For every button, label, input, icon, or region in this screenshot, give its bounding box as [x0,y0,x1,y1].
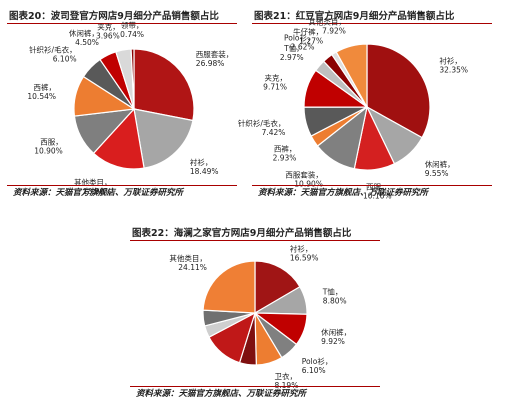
pie-slice [133,48,195,122]
slice-label: 领带， [121,20,144,30]
pie-chart: 西服套装，26.98% 衬衫，18.49% 其他类目，13.90% 西服，10.90%… [27,20,234,196]
chart-panel-21: 图表21：红豆官方网店9月细分产品销售额占比 衬衫， 32.35% 休闲裤， 9.55… [238,9,492,201]
slice-value-label: 18.49% [190,167,219,176]
slice-value-label: 16.59% [290,253,319,262]
slice-value-label: 2.97% [280,53,304,62]
slice-label: 衬衫， [439,55,462,65]
slice-value-label: 2.62% [291,42,315,51]
pie-slice [254,260,301,315]
source-note: 资料来源：天猫官方旗舰店、万联证券研究所 [130,386,380,400]
slice-value-label: 13.90% [83,187,112,196]
slice-value-label: 9.92% [321,337,345,346]
slice-label: 夹克， [97,21,120,31]
slice-value-label: 8.19% [275,381,299,390]
pie-slice [202,260,256,314]
slice-label: 西裤， [34,82,57,92]
slice-value-label: 6.10% [302,366,326,375]
slice-label: 休闲裤， [321,327,351,337]
chart-title: 图表20：波司登官方网店9月细分产品销售额占比 [7,9,237,24]
pie-slice [335,43,368,110]
slice-label: 牛仔裤， [293,26,323,36]
slice-value-label: 0.74% [120,30,144,39]
pie-chart: 衬衫，16.59% T恤，8.80% 休闲裤，9.92% Polo衫，6.10% 卫衣，… [169,243,351,390]
slice-label: T恤， [283,43,304,53]
source-note: 资料来源：天猫官方旗舰店、万联证券研究所 [252,185,492,199]
slice-value-label: 26.98% [196,59,225,68]
slice-label: 衬衫， [290,243,313,253]
slice-value-label: 10.16% [363,191,392,200]
pie-chart: 衬衫，32.35% 休闲裤，9.55% 西服，10.16% 西服套装，10.90% 西裤… [238,17,468,201]
slice-value-label: 2.93% [273,154,297,163]
slice-label: 其他类目， [308,17,346,27]
chart-title: 图表21：红豆官方网店9月细分产品销售额占比 [252,9,492,24]
slice-label: 其他类目， [169,253,207,263]
slice-label: 针织衫/毛衣， [29,44,77,54]
source-note: 资料来源：天猫官方旗舰店、万联证券研究所 [7,185,237,199]
slice-value-label: 10.90% [34,147,63,156]
slice-label: 西裤， [274,144,297,154]
slice-value-label: 7.42% [262,128,286,137]
pie-slice [92,107,145,170]
slice-value-label: 10.54% [27,92,56,101]
slice-label: Polo衫， [302,356,333,366]
slice-value-label: 24.11% [178,263,207,272]
slice-label: 西服套装， [196,49,234,59]
pie-slice [133,108,194,169]
pie-slice [130,48,135,110]
slice-label: 卫衣， [275,371,298,381]
slice-value-label: 8.80% [323,297,347,306]
slice-label: 西服套装， [285,170,323,180]
slice-value-label: 7.92% [322,27,346,36]
slice-label: 夹克， [265,72,288,82]
slice-label: 其他类目， [74,177,112,187]
chart-panel-20: 图表20：波司登官方网店9月细分产品销售额占比 西服套装， 26.98% 衬衫， 18… [7,9,237,199]
slice-value-label: 9.71% [263,82,287,91]
chart-title: 图表22：海澜之家官方网店9月细分产品销售额占比 [130,226,380,241]
slice-value-label: 3.96% [96,31,120,40]
slice-label: 休闲裤， [425,159,455,169]
slice-value-label: 32.35% [439,65,468,74]
slice-label: T恤， [322,287,343,297]
chart-panel-22: 图表22：海澜之家官方网店9月细分产品销售额占比 衬衫， 16.59% T恤， 8.8… [130,226,380,403]
slice-value-label: 9.55% [425,169,449,178]
pie-slice [366,43,431,139]
slice-value-label: 1.27% [299,36,323,45]
slice-label: 针织衫/毛衣， [238,118,286,128]
slice-label: 西服， [366,182,389,191]
slice-label: Polo衫， [284,32,315,42]
slice-value-label: 10.90% [294,180,323,189]
slice-value-label: 4.50% [75,38,99,47]
slice-value-label: 6.10% [53,54,77,63]
slice-label: 休闲裤， [69,28,99,38]
slice-label: 西服， [40,138,63,147]
slice-label: 衬衫， [190,157,213,167]
